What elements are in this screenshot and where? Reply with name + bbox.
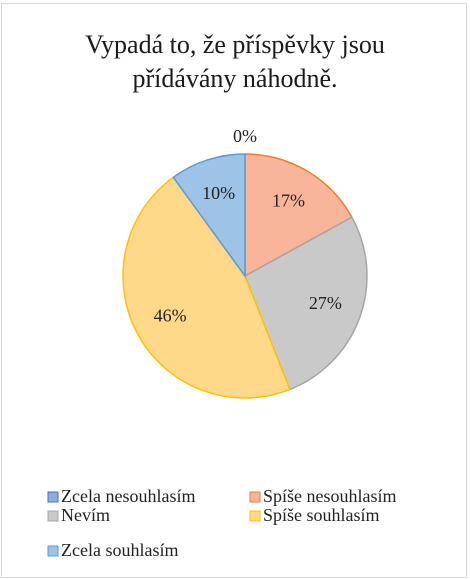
data-label: 10% [202, 183, 235, 203]
data-label: 27% [309, 293, 342, 313]
legend-label: Zcela nesouhlasím [61, 486, 195, 506]
chart-title: Vypadá to, že příspěvky jsou přídávány n… [85, 30, 385, 93]
legend-label: Spíše souhlasím [263, 505, 380, 525]
data-label: 17% [272, 191, 305, 211]
pie-slice [244, 153, 353, 278]
pie-slice [172, 153, 246, 279]
pie-slice [244, 216, 368, 391]
pie-slice [122, 176, 291, 399]
legend-label: Spíše nesouhlasím [263, 486, 397, 506]
legend-label: Zcela souhlasím [61, 540, 178, 560]
chart-border [1, 3, 467, 578]
legend-swatch [249, 491, 261, 503]
legend-swatch [47, 510, 59, 522]
legend-swatch [47, 545, 59, 557]
legend-swatch [47, 491, 59, 503]
legend-swatch [249, 510, 261, 522]
data-label: 0% [233, 126, 257, 146]
data-label: 46% [154, 305, 187, 325]
legend-label: Nevím [61, 505, 110, 525]
